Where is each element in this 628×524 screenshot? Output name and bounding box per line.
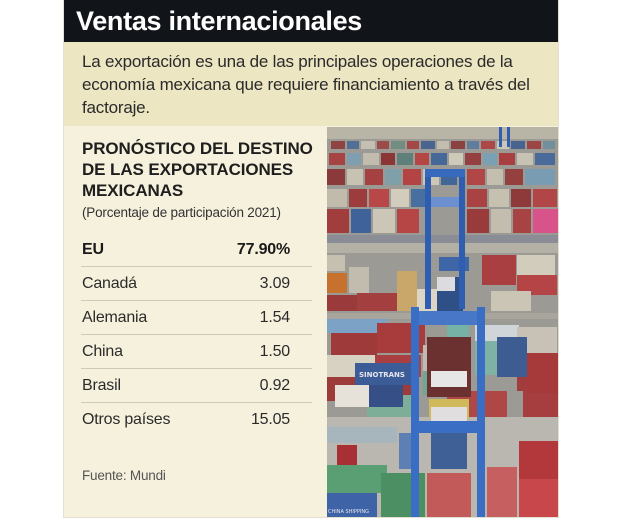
svg-text:SINOTRANS: SINOTRANS bbox=[359, 371, 405, 379]
container-port-photo: SINOTRANS CH bbox=[327, 127, 558, 517]
table-row: China 1.50 bbox=[81, 335, 312, 369]
intro-band: La exportación es una de las principales… bbox=[64, 42, 558, 126]
source-note: Fuente: Mundi bbox=[82, 468, 166, 483]
share-value: 3.09 bbox=[259, 275, 291, 292]
country-label: EU bbox=[82, 241, 104, 258]
share-value: 1.50 bbox=[259, 343, 291, 360]
country-label: Alemania bbox=[82, 309, 148, 326]
country-label: China bbox=[82, 343, 123, 360]
table-subtitle: (Porcentaje de participación 2021) bbox=[82, 205, 281, 220]
table-title: PRONÓSTICO DEL DESTINO DE LAS EXPORTACIO… bbox=[82, 139, 313, 200]
intro-text: La exportación es una de las principales… bbox=[82, 52, 530, 117]
share-value: 15.05 bbox=[250, 411, 290, 428]
share-value: 0.92 bbox=[259, 377, 291, 394]
container-yard-image: SINOTRANS CH bbox=[327, 127, 558, 517]
page-title: Ventas internacionales bbox=[76, 6, 363, 36]
table-row: EU 77.90% bbox=[81, 233, 312, 267]
export-destination-table: EU 77.90% Canadá 3.09 Alemania 1.54 Chin… bbox=[81, 233, 312, 437]
table-row: Brasil 0.92 bbox=[81, 369, 312, 403]
country-label: Brasil bbox=[82, 377, 121, 394]
share-value: 77.90% bbox=[236, 241, 290, 258]
svg-text:CHINA SHIPPING: CHINA SHIPPING bbox=[328, 509, 369, 515]
share-value: 1.54 bbox=[259, 309, 291, 326]
table-row: Canadá 3.09 bbox=[81, 267, 312, 301]
data-table-panel: PRONÓSTICO DEL DESTINO DE LAS EXPORTACIO… bbox=[64, 126, 326, 517]
header-bar: Ventas internacionales bbox=[64, 0, 558, 42]
infographic-card: Ventas internacionales La exportación es… bbox=[64, 0, 558, 517]
country-label: Otros países bbox=[82, 411, 171, 428]
table-row: Otros países 15.05 bbox=[81, 403, 312, 437]
table-row: Alemania 1.54 bbox=[81, 301, 312, 335]
country-label: Canadá bbox=[82, 275, 137, 292]
